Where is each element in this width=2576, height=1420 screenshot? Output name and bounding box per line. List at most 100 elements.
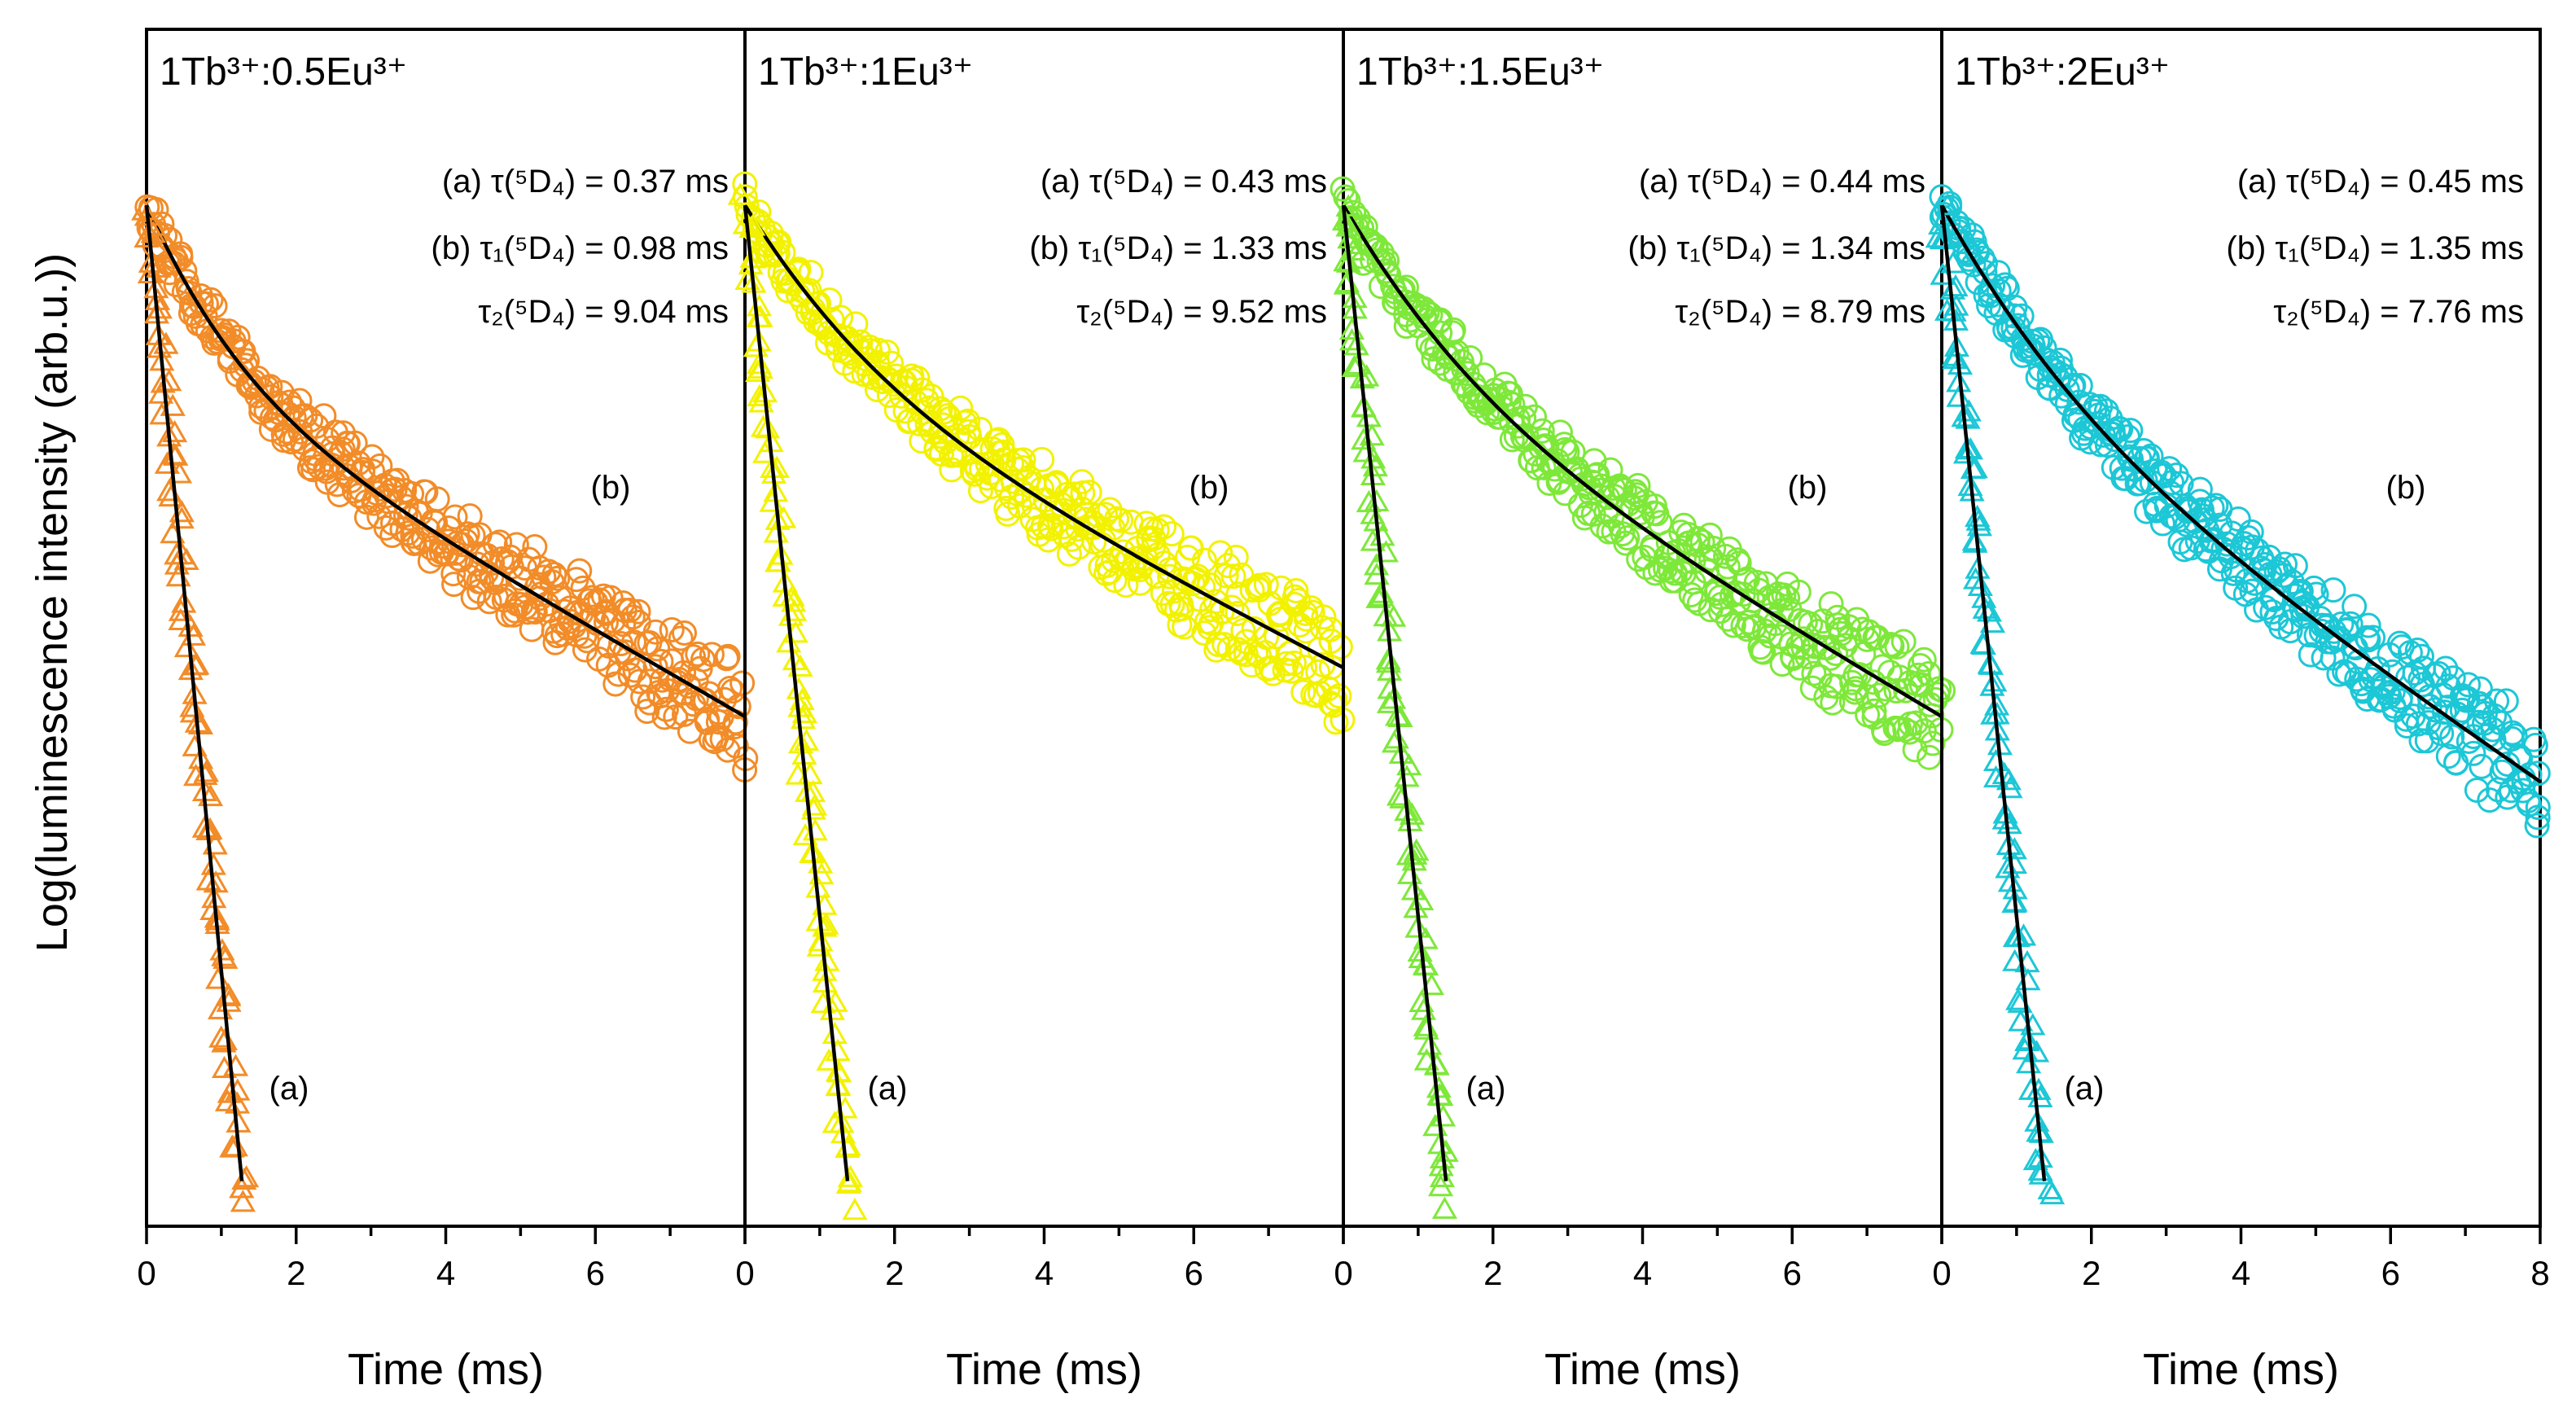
data-point-a [1345, 352, 1371, 375]
data-point-a [2039, 1181, 2066, 1205]
data-point-a [778, 603, 804, 626]
data-point-b [1151, 550, 1177, 576]
data-point-b [1038, 515, 1064, 541]
data-point-b [1457, 344, 1483, 370]
data-point-b [2517, 761, 2543, 787]
panel-title: 1Tb³⁺:2Eu³⁺ [1955, 50, 2170, 94]
data-point-b [353, 504, 379, 530]
data-point-a [1934, 192, 1960, 216]
data-point-b [1815, 635, 1841, 661]
x-tick-label: 2 [885, 1254, 904, 1292]
data-point-b [948, 395, 974, 421]
x-tick-label: 0 [1334, 1254, 1352, 1292]
x-axis-label: Time (ms) [946, 1345, 1142, 1394]
data-point-b [440, 561, 467, 587]
data-point-b [1980, 273, 2006, 299]
data-point-b [1268, 575, 1295, 601]
data-point-a [825, 1038, 851, 1061]
data-point-b [1070, 480, 1096, 506]
data-point-a [205, 966, 231, 989]
tau-annotation: (a) τ(⁵D₄) = 0.43 ms [1040, 164, 1327, 199]
data-point-a [217, 1080, 243, 1103]
data-point-b [905, 366, 931, 392]
data-point-b [931, 399, 957, 425]
data-point-b [1855, 619, 1882, 645]
data-point-b [2460, 740, 2486, 766]
data-point-a [1427, 1173, 1454, 1197]
data-point-a [2015, 967, 2041, 991]
data-point-b [642, 654, 668, 680]
data-point-a [2001, 890, 2027, 913]
x-tick-label: 4 [436, 1254, 455, 1292]
data-point-a [1946, 384, 1972, 407]
data-point-b [1191, 547, 1217, 573]
data-point-b [1820, 690, 1846, 716]
data-point-b [927, 396, 953, 422]
data-point-b [1376, 261, 1402, 287]
x-axis-label: Time (ms) [348, 1345, 544, 1394]
data-point-a [200, 852, 226, 875]
data-point-a [812, 958, 838, 981]
tau-annotation: τ₂(⁵D₄) = 9.04 ms [478, 294, 729, 330]
data-point-b [1326, 683, 1352, 709]
x-tick-label: 0 [137, 1254, 156, 1292]
data-point-a [1375, 650, 1402, 673]
data-point-a [177, 614, 204, 637]
data-point-a [145, 322, 171, 345]
data-point-b [202, 293, 228, 319]
data-point-a [134, 225, 160, 248]
data-point-b [503, 532, 529, 558]
tau-annotation: (b) τ₁(⁵D₄) = 1.33 ms [1029, 230, 1327, 266]
panel-title: 1Tb³⁺:1.5Eu³⁺ [1356, 50, 1604, 94]
data-point-b [1703, 581, 1729, 607]
data-point-a [727, 182, 753, 205]
data-point-b [2360, 625, 2386, 651]
data-point-b [1076, 480, 1102, 506]
data-point-a [209, 938, 235, 961]
data-point-b [2118, 418, 2144, 444]
data-point-b [1220, 563, 1246, 589]
data-point-b [2431, 699, 2457, 725]
data-point-b [844, 334, 870, 360]
x-tick-label: 2 [1483, 1254, 1502, 1292]
data-point-b [476, 589, 502, 615]
data-point-b [2525, 794, 2551, 820]
data-point-b [2199, 495, 2225, 521]
data-point-b [723, 733, 749, 759]
data-point-b [1390, 277, 1416, 303]
data-point-b [2151, 462, 2177, 489]
data-point-a [842, 1198, 868, 1221]
data-point-b [653, 696, 679, 722]
panels-group: 0 2 4 6 Time (ms) 1Tb³⁺:0.5Eu³⁺ (a) τ(⁵D₄) = 0… [131, 28, 2551, 1394]
data-point-b [572, 637, 598, 663]
series-b-markers [134, 194, 759, 783]
panel-3: 0 2 4 6 Time (ms) 1Tb³⁺:1.5Eu³⁺ (a) τ(⁵D₄) = 0… [1330, 28, 1956, 1394]
data-point-b [1911, 646, 1937, 673]
data-point-a [1407, 939, 1433, 962]
x-tick-label: 4 [1035, 1254, 1054, 1292]
data-point-a [212, 1028, 239, 1050]
data-point-a [1396, 861, 1423, 884]
data-point-b [2303, 581, 2329, 607]
data-point-b [2187, 476, 2213, 502]
x-tick-label: 2 [287, 1254, 305, 1292]
data-point-a [812, 970, 838, 993]
curve-label-a: (a) [868, 1071, 908, 1107]
data-point-b [1268, 601, 1294, 627]
data-point-a [177, 657, 204, 681]
data-point-a [231, 1167, 257, 1190]
data-point-b [2408, 643, 2434, 669]
x-tick-label: 6 [2381, 1254, 2400, 1292]
fit-line-a [743, 204, 850, 1181]
data-point-a [1962, 530, 1988, 553]
data-point-a [2002, 924, 2029, 948]
data-point-b [2311, 645, 2337, 671]
data-point-a [1404, 915, 1430, 938]
data-point-b [1311, 604, 1337, 630]
data-point-b [442, 504, 468, 530]
data-point-a [763, 520, 789, 543]
x-axis-label: Time (ms) [1544, 1345, 1741, 1394]
data-point-b [1866, 682, 1892, 708]
data-point-b [241, 369, 267, 395]
data-point-a [747, 356, 774, 379]
